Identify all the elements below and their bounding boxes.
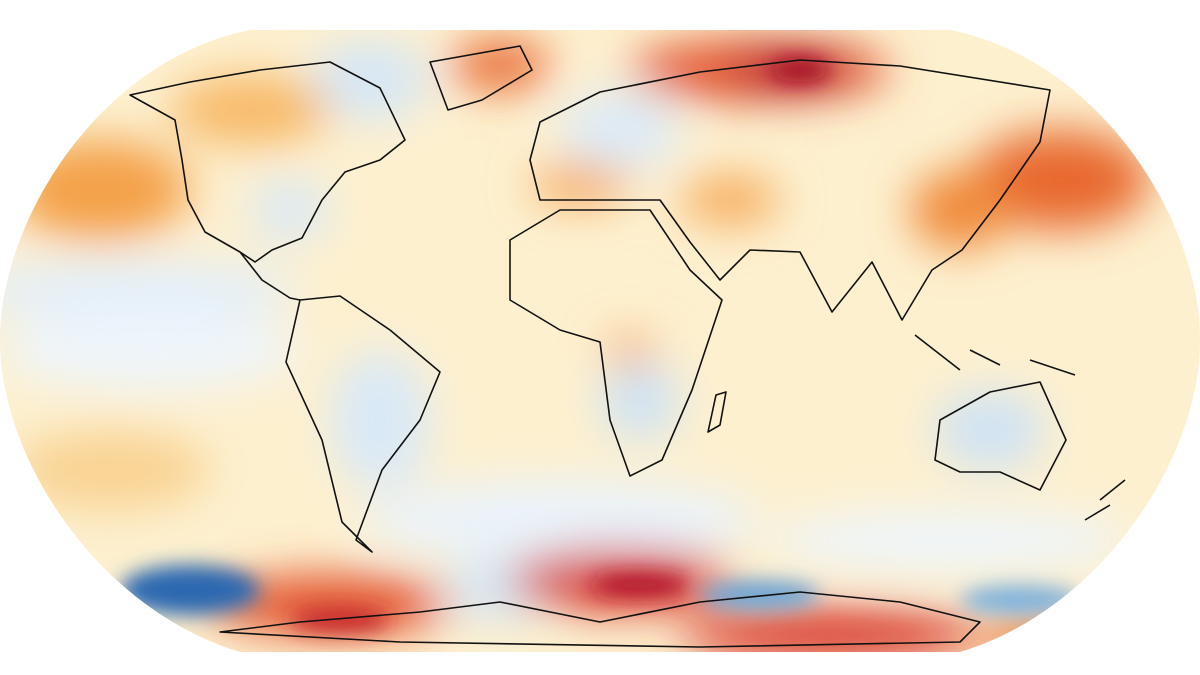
madagascar <box>707 391 727 433</box>
eurasia <box>529 59 1051 321</box>
coastlines <box>129 45 1126 648</box>
anomaly-field <box>0 40 1150 652</box>
south-america <box>285 295 441 553</box>
antarctica <box>219 591 981 648</box>
anomaly-detail <box>120 58 1080 632</box>
indonesia <box>914 334 1076 376</box>
north-america <box>129 61 406 263</box>
australia <box>934 381 1067 491</box>
central-america <box>239 251 301 301</box>
new-zealand <box>1084 479 1126 521</box>
africa <box>509 209 723 477</box>
greenland <box>429 45 533 111</box>
